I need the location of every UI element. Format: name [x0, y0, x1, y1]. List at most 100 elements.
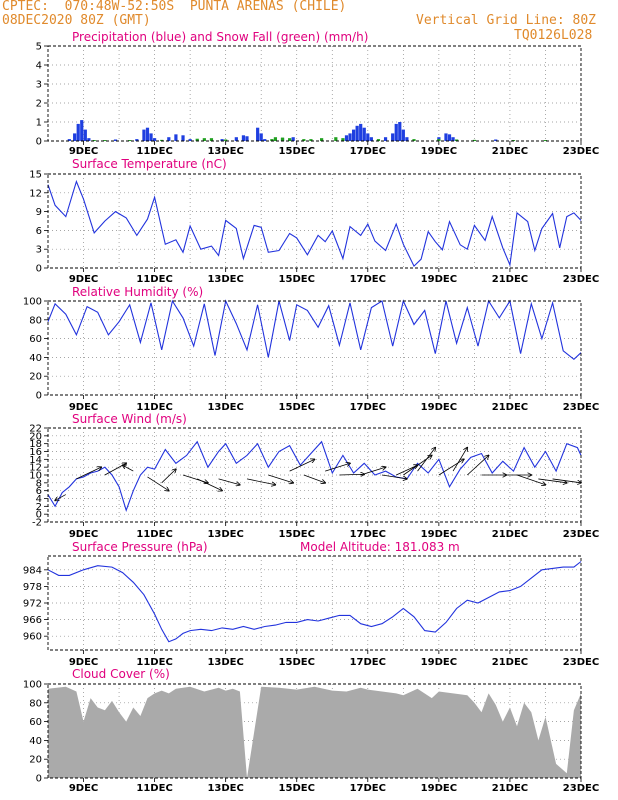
snow-bar: [280, 137, 285, 141]
snow-bar: [103, 140, 107, 141]
precip-bar: [145, 127, 150, 141]
y-tick-label: 984: [23, 565, 42, 576]
precip-bar: [135, 139, 139, 141]
x-tick-label: 15DEC: [279, 783, 315, 794]
wind-arrow: [289, 459, 315, 472]
y-tick-label: 960: [23, 632, 42, 643]
y-tick-label: 2: [36, 99, 42, 110]
wind-arrow: [396, 465, 417, 476]
x-tick-label: 19DEC: [421, 657, 457, 668]
x-tick-label: 17DEC: [350, 402, 386, 413]
panel-title-rh: Relative Humidity (%): [72, 285, 203, 299]
cloud-cover-area: [48, 686, 581, 778]
precip-bar: [398, 122, 402, 141]
snow-bar: [273, 137, 278, 141]
wind-arrow: [123, 465, 134, 472]
x-tick-label: 11DEC: [136, 529, 172, 540]
panel-title-temp: Surface Temperature (nC): [72, 157, 227, 171]
snow-bar: [472, 139, 476, 141]
precip-bar: [188, 139, 192, 141]
precip-bar: [291, 137, 295, 141]
x-tick-label: 23DEC: [563, 529, 599, 540]
precip-bar: [348, 133, 352, 141]
wind-arrow: [76, 467, 101, 480]
precip-bar: [405, 137, 409, 141]
snow-bar: [437, 139, 441, 141]
precip-bar: [142, 129, 146, 141]
snow-bar: [209, 138, 214, 141]
x-tick-label: 19DEC: [421, 529, 457, 540]
precip-bar: [220, 139, 224, 141]
y-tick-label: 18: [29, 439, 42, 450]
panel-temp: 0 3 6 9 12 15 9DEC 11DEC 13DEC 15DEC 17DEC 19DEC 21D…: [29, 157, 599, 285]
grid-line-note: Vertical Grid Line: 80Z: [416, 13, 597, 28]
y-tick-label: 1: [36, 118, 42, 129]
x-tick-label: 23DEC: [563, 402, 599, 413]
snow-bar: [341, 138, 345, 141]
y-tick-label: 3: [36, 245, 42, 256]
y-tick-label: 0: [36, 774, 42, 785]
x-tick-label: 15DEC: [279, 529, 315, 540]
chart-header: CPTEC: 070:48W-52:50S PUNTA ARENAS (CHIL…: [0, 0, 618, 48]
wind-arrow: [268, 474, 293, 483]
precip-bar: [76, 123, 80, 141]
precip-bar: [447, 134, 452, 141]
x-tick-label: 17DEC: [350, 783, 386, 794]
y-tick-label: 4: [36, 494, 42, 505]
panel-pressure: 960 966 972 978 984 9DEC 11DEC 13DEC 15DEC 17DEC 1…: [23, 540, 599, 668]
x-tick-label: 9DEC: [69, 657, 98, 668]
snow-bar: [302, 139, 306, 141]
wind-arrow: [467, 455, 488, 476]
wind-series-line: [47, 440, 582, 513]
precip-bar: [256, 127, 260, 141]
snow-bar: [543, 140, 548, 141]
y-tick-label: 100: [23, 680, 42, 691]
precip-bar: [167, 137, 171, 141]
wind-arrow: [147, 476, 168, 491]
panel-frame: [47, 300, 582, 396]
y-tick-label: 100: [23, 297, 42, 308]
precip-bar: [359, 123, 363, 141]
y-tick-label: 60: [29, 334, 42, 345]
x-tick-label: 23DEC: [563, 274, 599, 285]
y-tick-label: 0: [36, 510, 42, 521]
y-tick-label: 3: [36, 80, 42, 91]
x-tick-label: 23DEC: [563, 146, 599, 157]
wind-arrows: [55, 448, 581, 501]
precip-bar: [67, 139, 71, 141]
x-tick-label: 21DEC: [492, 146, 528, 157]
wind-arrow: [417, 448, 436, 472]
y-tick-label: 966: [23, 615, 42, 626]
x-tick-label: 11DEC: [136, 274, 172, 285]
precip-bar: [394, 123, 398, 141]
y-tick-label: 14: [29, 455, 42, 466]
x-tick-label: 21DEC: [492, 657, 528, 668]
y-tick-label: 40: [29, 736, 42, 747]
y-tick-label: 10: [29, 471, 42, 482]
snow-bar: [334, 137, 338, 141]
x-tick-label: 21DEC: [492, 529, 528, 540]
snow-bar: [376, 139, 381, 141]
precip-bar: [344, 135, 349, 141]
x-tick-label: 21DEC: [492, 402, 528, 413]
snow-bar: [92, 140, 96, 141]
snow-bar: [270, 139, 274, 141]
y-tick-label: 80: [29, 315, 42, 326]
wind-arrow: [55, 494, 66, 501]
x-tick-label: 11DEC: [136, 402, 172, 413]
station-line: CPTEC: 070:48W-52:50S PUNTA ARENAS (CHIL…: [2, 0, 347, 14]
y-tick-label: 5: [36, 42, 42, 53]
x-tick-label: 9DEC: [69, 529, 98, 540]
snow-bar: [288, 138, 292, 141]
x-tick-label: 13DEC: [207, 402, 243, 413]
y-tick-label: 20: [29, 431, 42, 442]
date-line: 08DEC2020 80Z (GMT): [2, 13, 151, 28]
precip-bar: [83, 129, 87, 141]
y-tick-label: 22: [29, 424, 42, 435]
y-tick-label: 972: [23, 599, 42, 610]
snow-bar: [202, 138, 206, 141]
y-tick-label: 12: [29, 188, 42, 199]
x-tick-label: 21DEC: [492, 783, 528, 794]
